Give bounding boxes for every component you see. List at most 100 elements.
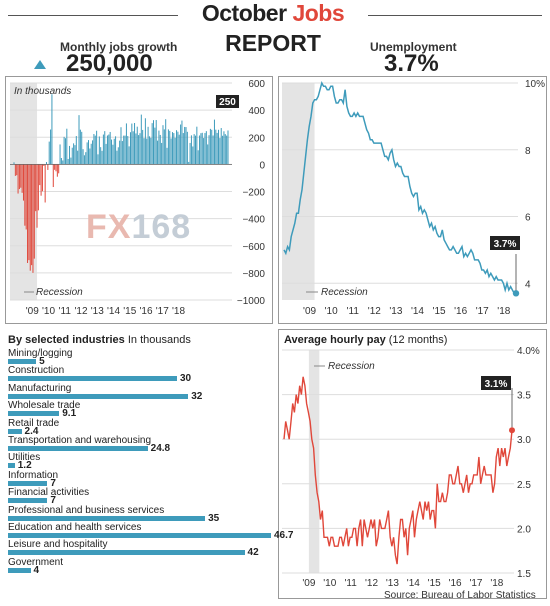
jobs-bar (33, 164, 35, 259)
callout-label: 3.7% (494, 239, 517, 250)
jobs-bar (180, 124, 182, 165)
jobs-bar (25, 164, 27, 230)
x-tick-label: '11 (345, 578, 358, 589)
jobs-bar (121, 141, 123, 165)
jobs-bar (166, 147, 168, 165)
x-tick-label: '14 (411, 306, 424, 317)
x-tick-label: '17 (469, 578, 482, 589)
industry-value: 7 (50, 495, 56, 507)
jobs-bar (16, 164, 18, 176)
jobs-bar (131, 123, 133, 165)
jobs-bar (138, 135, 140, 165)
jobs-bar (87, 140, 89, 165)
jobs-bar (71, 147, 73, 165)
industry-label: Manufacturing (8, 382, 72, 394)
jobs-bar (111, 139, 113, 165)
jobs-bar (220, 128, 222, 165)
jobs-stat-label: Monthly jobs growth (60, 40, 178, 54)
jobs-bar (205, 131, 207, 165)
jobs-bar (189, 142, 191, 165)
jobs-bar (123, 135, 125, 165)
y-tick-label: 3.0 (517, 435, 531, 446)
callout-label: 250 (219, 97, 236, 108)
jobs-bar (94, 135, 96, 165)
industry-value: 46.7 (274, 530, 294, 541)
jobs-bar (151, 123, 153, 165)
industry-bar (8, 480, 48, 486)
jobs-bar (176, 130, 178, 165)
jobs-bar (93, 133, 95, 165)
jobs-bar (78, 115, 80, 165)
callout-label: 3.1% (485, 379, 508, 390)
jobs-bar (101, 150, 103, 165)
industry-value: 30 (179, 373, 192, 385)
industry-label: Professional and business services (8, 504, 165, 516)
jobs-bar (29, 164, 31, 271)
callout-box (490, 236, 520, 250)
hourly-pay-title: Average hourly pay (284, 334, 386, 346)
last-point-marker (512, 290, 520, 297)
jobs-bar (39, 164, 41, 186)
jobs-bar (177, 131, 179, 165)
jobs-bar (69, 145, 71, 165)
source-note: Source: Bureau of Labor Statistics (384, 590, 536, 601)
jobs-bar (52, 164, 54, 188)
unemployment-stat-value: 3.7% (384, 50, 439, 77)
jobs-bar (44, 164, 46, 203)
jobs-bar (158, 130, 160, 165)
jobs-bar (194, 135, 196, 165)
jobs-bar (14, 164, 16, 176)
jobs-bar (222, 135, 224, 165)
jobs-bar (167, 129, 169, 165)
industry-value: 5 (39, 356, 45, 367)
jobs-bar (24, 164, 26, 226)
recession-label: Recession (328, 361, 375, 372)
jobs-bar (174, 137, 176, 165)
jobs-bar (120, 127, 122, 165)
y-tick-label: 3.5 (517, 391, 531, 402)
jobs-bar (82, 149, 84, 165)
jobs-bar (128, 146, 130, 165)
jobs-bar (85, 152, 87, 165)
jobs-bar (190, 135, 192, 165)
jobs-bar (186, 131, 188, 165)
jobs-bar (20, 164, 22, 188)
x-tick-label: '12 (365, 578, 378, 589)
jobs-bar (98, 136, 100, 165)
jobs-bar (90, 143, 92, 165)
industry-value: 35 (208, 512, 220, 524)
jobs-bar (153, 120, 155, 165)
jobs-bar (63, 136, 65, 165)
jobs-panel (5, 76, 273, 324)
jobs-bar (27, 164, 29, 263)
jobs-bar (102, 134, 104, 165)
jobs-bar (22, 164, 24, 201)
jobs-bar (154, 127, 156, 165)
y-tick-label: 600 (248, 79, 265, 90)
x-tick-label: '14 (107, 306, 120, 317)
industry-value: 4 (33, 564, 40, 576)
hourly-pay-panel (278, 329, 547, 599)
x-tick-label: '09 (303, 306, 316, 317)
jobs-bar (129, 132, 131, 165)
jobs-bar (48, 141, 50, 165)
jobs-bar (124, 135, 126, 165)
jobs-bar (81, 131, 83, 165)
jobs-bar (193, 134, 195, 165)
industry-bar (8, 515, 206, 521)
industry-bar (8, 533, 271, 538)
jobs-bar (223, 131, 225, 165)
jobs-bar (146, 138, 148, 165)
unemployment-panel (278, 76, 547, 324)
industry-value: 32 (191, 390, 203, 402)
jobs-bar (134, 123, 136, 165)
jobs-bar (36, 164, 38, 228)
y-tick-label: 10% (525, 79, 545, 90)
recession-label: Recession (36, 287, 83, 298)
jobs-bar (224, 134, 226, 165)
jobs-bar (199, 135, 201, 165)
jobs-bar (108, 134, 110, 165)
jobs-bar (17, 164, 19, 194)
y-tick-label: 4.0% (517, 346, 540, 357)
jobs-bar (79, 129, 81, 165)
